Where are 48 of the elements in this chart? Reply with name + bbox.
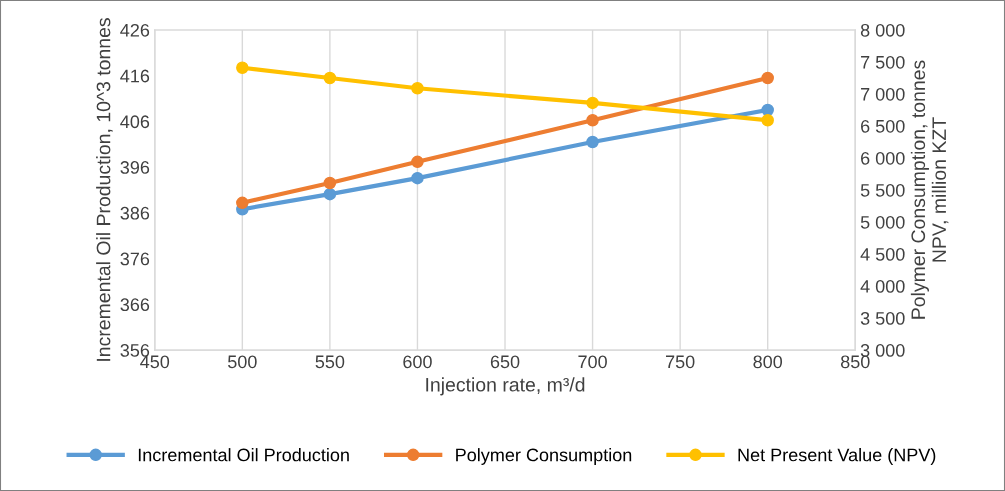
- y2-tick-label: 4 500: [860, 247, 905, 261]
- y2-tick-label: 6 000: [861, 151, 905, 165]
- y2-tick-label: 7 000: [861, 87, 905, 101]
- x-axis-title: Injection rate, m³/d: [426, 377, 585, 396]
- point: [236, 61, 249, 74]
- y2-tick-label: 8 000: [860, 23, 905, 37]
- y2-tick-label: 4 000: [860, 279, 905, 293]
- y2-axis-title: Polymer Consumption, tonnes NPV, million KZT: [910, 60, 949, 319]
- point: [586, 135, 599, 149]
- point: [323, 187, 337, 201]
- point: [761, 113, 774, 127]
- y2-tick-label: 6 500: [861, 119, 905, 133]
- point: [411, 81, 424, 95]
- point: [323, 71, 337, 85]
- x-tick-label: 650: [490, 355, 520, 369]
- legend-label: Incremental Oil Production: [138, 448, 349, 462]
- x-tick-label: 800: [753, 355, 783, 369]
- y2-tick-label: 5 500: [860, 183, 905, 197]
- x-tick-label: 500: [227, 355, 257, 369]
- point: [236, 196, 249, 210]
- y-tick-label: 426: [120, 23, 150, 37]
- point: [761, 71, 774, 85]
- x-tick-label: 700: [578, 355, 607, 369]
- point: [411, 171, 424, 185]
- y-tick-label: 386: [120, 206, 150, 220]
- y-tick-label: 366: [120, 298, 150, 312]
- legend-label: Net Present Value (NPV): [738, 448, 936, 465]
- point: [411, 155, 424, 169]
- legend-label: Polymer Consumption: [456, 448, 632, 465]
- x-tick-label: 850: [840, 355, 870, 369]
- y-tick-label: 416: [120, 69, 150, 83]
- y-tick-label: 396: [120, 161, 150, 174]
- y2-tick-label: 3 000: [860, 344, 905, 357]
- y-tick-label: 356: [120, 344, 150, 357]
- point: [586, 113, 599, 127]
- y2-tick-label: 7 500: [861, 55, 905, 69]
- y-tick-label: 376: [120, 252, 150, 266]
- y-axis-title: Incremental Oil Production, 10^3 tonnes: [96, 18, 113, 361]
- point: [586, 96, 599, 110]
- point: [323, 176, 337, 190]
- x-tick-label: 600: [403, 355, 432, 369]
- y2-tick-label: 5 000: [860, 215, 905, 229]
- x-tick-label: 450: [140, 355, 170, 369]
- y-tick-label: 406: [120, 115, 150, 129]
- x-tick-label: 750: [666, 355, 695, 369]
- y2-tick-label: 3 500: [860, 312, 905, 325]
- x-tick-label: 550: [315, 355, 345, 369]
- point: [761, 103, 774, 117]
